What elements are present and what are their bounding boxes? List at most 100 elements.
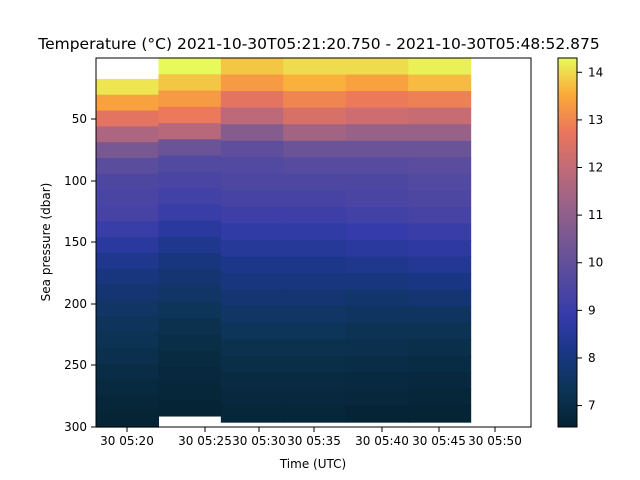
heatmap-cell	[158, 383, 222, 401]
heatmap-cell	[96, 221, 160, 238]
heatmap-cell	[158, 236, 222, 254]
y-tick: 300	[64, 420, 96, 434]
colorbar-tick: 13	[577, 113, 603, 127]
colorbar-tick: 7	[577, 399, 596, 413]
heatmap-cell	[345, 306, 409, 324]
heatmap-cell	[220, 124, 284, 142]
heatmap-cell	[345, 273, 409, 291]
heatmap-cell	[345, 339, 409, 357]
y-tick: 150	[64, 235, 96, 249]
heatmap-cell	[408, 173, 472, 191]
heatmap-cell	[96, 126, 160, 143]
heatmap-cell	[158, 204, 222, 222]
y-axis: 50 100 150 200 250 300 Sea pressure (dba…	[39, 112, 96, 434]
heatmap-cell	[408, 206, 472, 225]
heatmap-cell	[283, 388, 347, 407]
colorbar-tick-label: 7	[588, 399, 596, 413]
heatmap-cell	[408, 58, 472, 76]
x-tick: 30 05:45	[412, 427, 466, 448]
colorbar-tick-label: 13	[588, 113, 603, 127]
heatmap-cell	[283, 91, 347, 109]
heatmap-cell	[158, 285, 222, 303]
colorbar-ticks: 7 8 9 10 11 12	[577, 65, 603, 413]
colorbar-tick-label: 10	[588, 256, 603, 270]
heatmap-cell	[96, 237, 160, 254]
heatmap-cell	[283, 240, 347, 258]
heatmap-cell	[345, 256, 409, 274]
heatmap-cell	[283, 107, 347, 125]
heatmap-cell	[220, 339, 284, 357]
heatmap-cell	[158, 302, 222, 319]
heatmap-cell	[283, 58, 347, 76]
heatmap-cell	[96, 110, 160, 127]
chart-title: Temperature (°C) 2021-10-30T05:21:20.750…	[37, 35, 600, 53]
heatmap-cell	[158, 155, 222, 173]
heatmap-cell	[96, 78, 160, 96]
heatmap-cell	[283, 306, 347, 324]
heatmap-cell	[158, 269, 222, 287]
x-tick: 30 05:40	[355, 427, 409, 448]
heatmap-cell	[220, 355, 284, 374]
heatmap-cell	[220, 388, 284, 407]
heatmap-cell	[96, 300, 160, 317]
heatmap-cell	[220, 256, 284, 274]
y-tick-label: 300	[64, 420, 87, 434]
x-tick-label: 30 05:20	[100, 434, 154, 448]
heatmap-cell	[158, 171, 222, 189]
heatmap-cell	[408, 240, 472, 258]
heatmap-cell	[283, 190, 347, 208]
heatmap-cell	[96, 142, 160, 159]
heatmap-cell	[158, 106, 222, 124]
heatmap-cell	[220, 91, 284, 109]
heatmap-cell	[220, 306, 284, 324]
heatmap-cell	[96, 379, 160, 396]
heatmap-cell	[408, 405, 472, 423]
x-tick: 30 05:20	[100, 427, 154, 448]
heatmap-cell	[220, 223, 284, 241]
heatmap-cell	[220, 140, 284, 158]
heatmap-cell	[345, 58, 409, 76]
heatmap-cell	[220, 240, 284, 258]
colorbar-tick: 8	[577, 351, 596, 365]
heatmap-cell	[220, 289, 284, 307]
heatmap-cell	[408, 157, 472, 175]
heatmap-cell	[220, 107, 284, 125]
y-axis-label: Sea pressure (dbar)	[39, 183, 53, 302]
heatmap-cell	[283, 355, 347, 374]
heatmap-cell	[345, 74, 409, 92]
heatmap-cell	[96, 411, 160, 428]
heatmap-cell	[96, 268, 160, 286]
colorbar-tick: 10	[577, 256, 603, 270]
heatmap-cell	[96, 158, 160, 175]
x-tick-label: 30 05:40	[355, 434, 409, 448]
heatmap-cell	[345, 91, 409, 109]
x-axis: 30 05:20 30 05:25 30 05:30 30 05:35 30 0…	[100, 427, 522, 471]
x-tick: 30 05:30	[232, 427, 286, 448]
heatmap-cell	[283, 289, 347, 307]
heatmap-cell	[158, 334, 222, 352]
heatmap-cell	[283, 405, 347, 423]
heatmap-cell	[345, 240, 409, 258]
heatmap-cell	[96, 363, 160, 381]
heatmap-cell	[345, 107, 409, 125]
heatmap-cell	[345, 190, 409, 208]
heatmap-cell	[220, 206, 284, 225]
heatmap-cell	[96, 189, 160, 207]
heatmap-cell	[96, 173, 160, 191]
heatmap-cell	[408, 273, 472, 291]
heatmap-cell	[283, 173, 347, 191]
heatmap-cell	[345, 405, 409, 423]
heatmap-cell	[345, 289, 409, 307]
colorbar-tick: 14	[577, 65, 603, 79]
heatmap-cell	[158, 123, 222, 140]
y-tick-label: 100	[64, 174, 87, 188]
heatmap-cell	[408, 107, 472, 125]
heatmap-cell	[408, 124, 472, 142]
y-tick-label: 150	[64, 235, 87, 249]
heatmap-cell	[158, 58, 222, 75]
x-tick-label: 30 05:50	[468, 434, 522, 448]
heatmap-cell	[345, 173, 409, 191]
heatmap-cell	[408, 74, 472, 92]
heatmap-cell	[96, 316, 160, 333]
